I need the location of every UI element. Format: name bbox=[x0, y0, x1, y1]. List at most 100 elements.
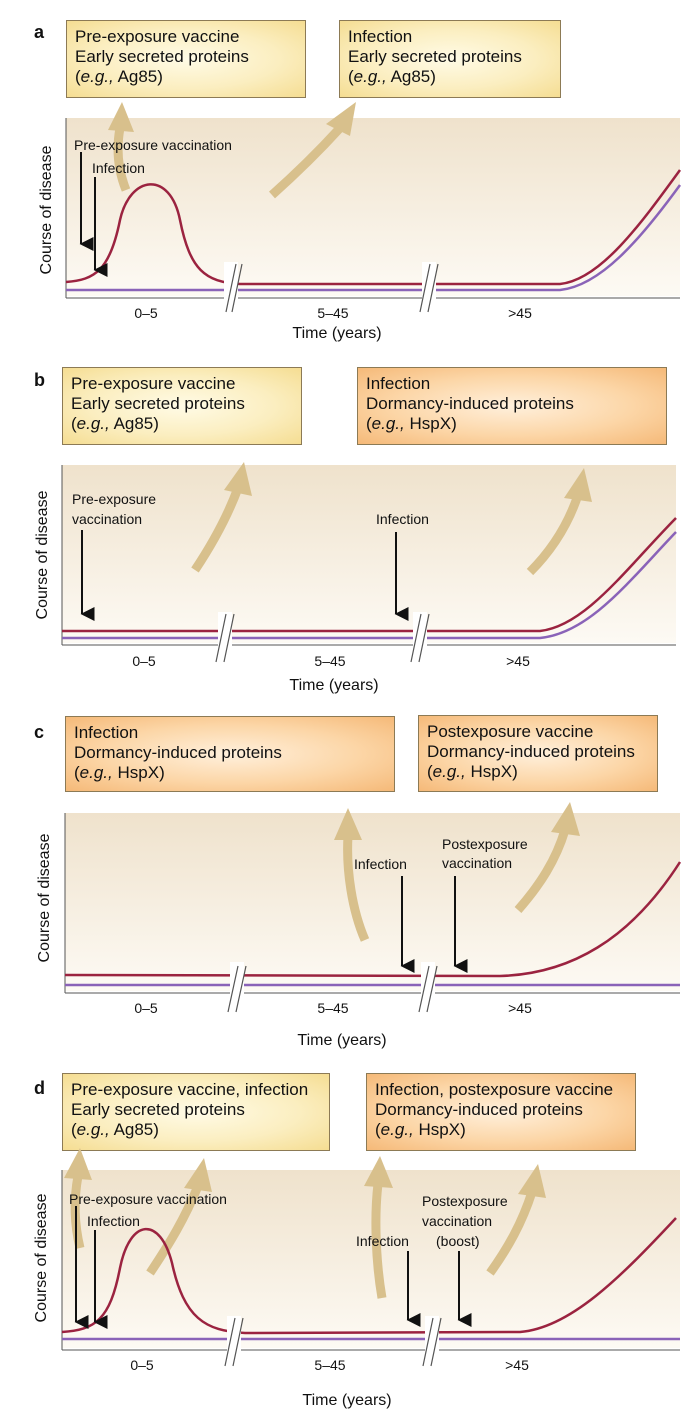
panel-b: b Pre-exposure vaccine Early secreted pr… bbox=[0, 350, 700, 700]
plot-d: Pre-exposure vaccination Infection Infec… bbox=[33, 1148, 680, 1409]
big-arrow bbox=[146, 1184, 203, 1276]
axis-break bbox=[218, 612, 232, 662]
tick-label: 0–5 bbox=[134, 1000, 158, 1016]
tick-label: >45 bbox=[506, 653, 530, 669]
big-arrow-head bbox=[326, 102, 356, 136]
tick-label: >45 bbox=[505, 1357, 529, 1373]
big-arrow-head bbox=[224, 462, 252, 496]
panel-label: c bbox=[34, 722, 45, 742]
box-line1: Infection bbox=[348, 27, 413, 46]
plot-c: Infection Postexposure vaccination 0–5 5… bbox=[36, 802, 682, 1049]
box-line2: Early secreted proteins bbox=[71, 394, 245, 413]
big-arrow bbox=[269, 124, 344, 199]
tick-label: 0–5 bbox=[134, 305, 158, 321]
big-arrow bbox=[191, 486, 243, 573]
disease-curve bbox=[61, 1217, 677, 1335]
box-infection-postexposure-vaccine: Infection, postexposure vaccine Dormancy… bbox=[366, 1073, 636, 1151]
annotation: Infection bbox=[92, 160, 145, 176]
big-arrow-head bbox=[334, 808, 362, 840]
box-line3: (e.g., Ag85) bbox=[75, 67, 163, 86]
box-line1: Infection, postexposure vaccine bbox=[375, 1080, 614, 1099]
box-line3: (e.g., Ag85) bbox=[71, 1120, 159, 1139]
annotation: vaccination bbox=[72, 511, 142, 527]
tick-label: 5–45 bbox=[314, 1357, 345, 1373]
box-line3: (e.g., Ag85) bbox=[348, 67, 436, 86]
panel-a: a Pre-exposure vaccine Early secreted pr… bbox=[0, 0, 700, 350]
box-line2: Dormancy-induced proteins bbox=[375, 1100, 583, 1119]
box-line2: Early secreted proteins bbox=[71, 1100, 245, 1119]
box-pre-exposure-vaccine: Pre-exposure vaccine Early secreted prot… bbox=[62, 367, 302, 445]
box-line2: Dormancy-induced proteins bbox=[74, 743, 282, 762]
box-line2: Early secreted proteins bbox=[75, 47, 249, 66]
box-line2: Dormancy-induced proteins bbox=[366, 394, 574, 413]
big-arrow-head bbox=[518, 1164, 546, 1198]
box-line3: (e.g., HspX) bbox=[375, 1120, 466, 1139]
y-axis-label: Course of disease bbox=[34, 490, 51, 619]
plot-background bbox=[66, 118, 680, 296]
panel-d: d Pre-exposure vaccine, infection Early … bbox=[0, 1058, 700, 1423]
box-line3: (e.g., HspX) bbox=[74, 763, 165, 782]
box-line1: Postexposure vaccine bbox=[427, 722, 594, 741]
y-axis-label: Course of disease bbox=[38, 145, 55, 274]
box-postexposure-vaccine: Postexposure vaccine Dormancy-induced pr… bbox=[418, 715, 658, 792]
disease-curve bbox=[65, 169, 682, 286]
big-arrow bbox=[486, 1190, 537, 1276]
plot-background bbox=[62, 1170, 680, 1348]
disease-curve bbox=[62, 517, 677, 633]
tick-label: 5–45 bbox=[314, 653, 345, 669]
big-arrow-head bbox=[564, 468, 592, 502]
box-infection: Infection Early secreted proteins (e.g.,… bbox=[339, 20, 561, 98]
baseline-curve bbox=[62, 531, 677, 640]
plot-b: Pre-exposure vaccination Infection 0–5 5… bbox=[34, 462, 677, 694]
axis-break bbox=[422, 262, 436, 312]
big-arrow bbox=[113, 127, 131, 192]
big-arrow-head bbox=[64, 1148, 92, 1180]
axis-break bbox=[230, 962, 244, 1012]
axis-break bbox=[227, 1316, 241, 1366]
annotation: vaccination bbox=[442, 855, 512, 871]
big-arrow bbox=[526, 493, 583, 576]
plot-background bbox=[65, 813, 680, 991]
annotation: (boost) bbox=[436, 1233, 480, 1249]
box-line3: (e.g., HspX) bbox=[366, 414, 457, 433]
box-line1: Pre-exposure vaccine, infection bbox=[71, 1080, 309, 1099]
annotation: Postexposure bbox=[442, 836, 528, 852]
annotation: Infection bbox=[356, 1233, 409, 1249]
baseline-curve bbox=[66, 184, 682, 292]
tick-label: 0–5 bbox=[130, 1357, 154, 1373]
x-axis-label: Time (years) bbox=[302, 1392, 391, 1409]
axis-break bbox=[425, 1316, 439, 1366]
big-arrow bbox=[343, 835, 370, 942]
tick-label: 5–45 bbox=[317, 1000, 348, 1016]
disease-curve bbox=[64, 861, 682, 978]
big-arrow-head bbox=[108, 102, 134, 132]
axis-break bbox=[421, 962, 435, 1012]
x-axis-label: Time (years) bbox=[297, 1032, 386, 1049]
box-line1: Infection bbox=[366, 374, 431, 393]
tick-label: 5–45 bbox=[317, 305, 348, 321]
big-arrow-head bbox=[364, 1156, 393, 1188]
box-pre-exposure-vaccine: Pre-exposure vaccine Early secreted prot… bbox=[66, 20, 306, 98]
box-line3: (e.g., Ag85) bbox=[71, 414, 159, 433]
big-arrow bbox=[371, 1183, 387, 1299]
y-axis-label: Course of disease bbox=[33, 1193, 50, 1322]
big-arrow-head bbox=[184, 1158, 212, 1192]
panel-c: c Infection Dormancy-induced proteins (e… bbox=[0, 700, 700, 1055]
big-arrow bbox=[514, 828, 570, 913]
box-line2: Early secreted proteins bbox=[348, 47, 522, 66]
annotation: Pre-exposure bbox=[72, 491, 156, 507]
plot-a: Pre-exposure vaccination Infection 0–5 5… bbox=[38, 102, 682, 342]
tick-label: >45 bbox=[508, 305, 532, 321]
annotation: Infection bbox=[354, 856, 407, 872]
x-axis-label: Time (years) bbox=[292, 325, 381, 342]
annotation: Postexposure bbox=[422, 1193, 508, 1209]
annotation: Infection bbox=[376, 511, 429, 527]
box-line1: Infection bbox=[74, 723, 139, 742]
y-axis-label: Course of disease bbox=[36, 833, 53, 962]
tick-label: 0–5 bbox=[132, 653, 156, 669]
panel-label: d bbox=[34, 1078, 45, 1098]
panel-label: b bbox=[34, 370, 45, 390]
axis-break bbox=[413, 612, 427, 662]
box-infection: Infection Dormancy-induced proteins (e.g… bbox=[65, 716, 395, 792]
panel-label: a bbox=[34, 22, 45, 42]
